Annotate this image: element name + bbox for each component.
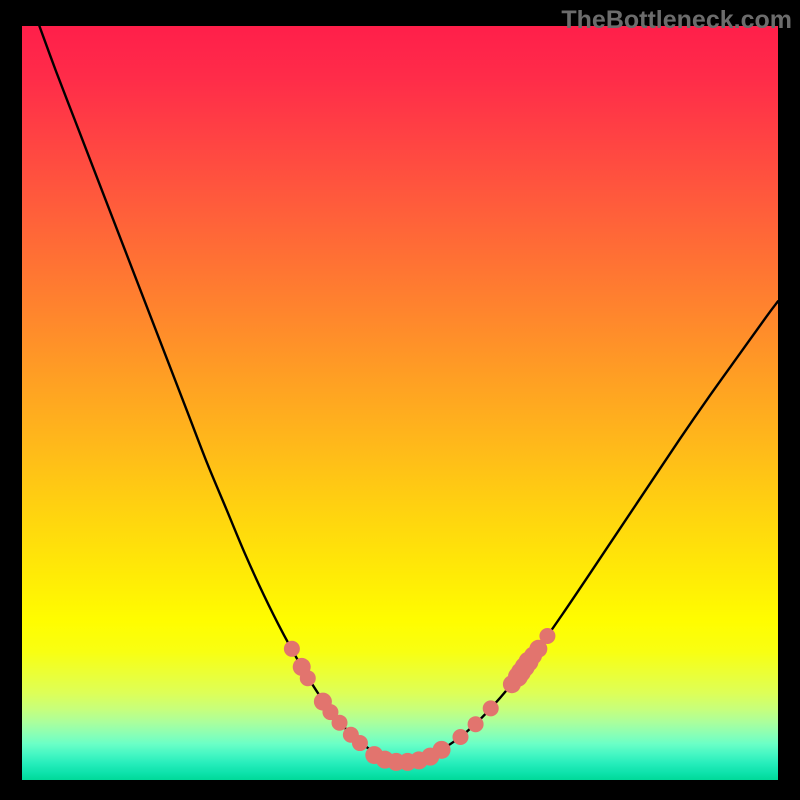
- data-marker: [483, 700, 499, 716]
- data-marker: [433, 741, 451, 759]
- chart-container: TheBottleneck.com: [0, 0, 800, 800]
- data-marker: [539, 628, 555, 644]
- bottleneck-curve-chart: [0, 0, 800, 800]
- data-marker: [284, 641, 300, 657]
- data-marker: [332, 715, 348, 731]
- data-marker: [468, 716, 484, 732]
- watermark-text: TheBottleneck.com: [561, 6, 792, 35]
- plot-background: [22, 26, 778, 780]
- data-marker: [452, 729, 468, 745]
- data-marker: [300, 670, 316, 686]
- data-marker: [352, 735, 368, 751]
